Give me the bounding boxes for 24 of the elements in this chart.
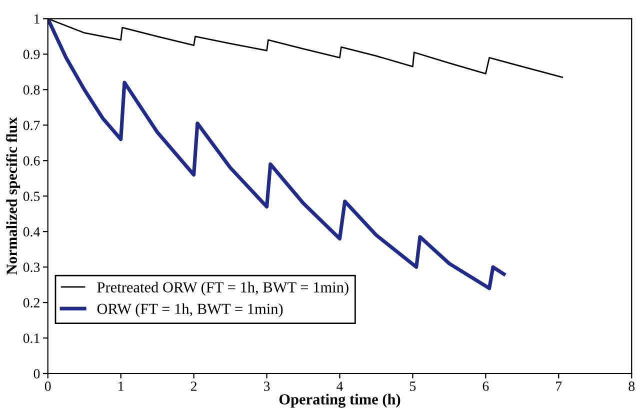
- x-tick-label: 6: [482, 382, 489, 391]
- x-tick-label: 0: [44, 382, 51, 391]
- x-axis-title: Operating time (h): [279, 394, 400, 408]
- x-tick-label: 5: [410, 382, 416, 391]
- y-tick-label: 0.4: [23, 227, 40, 237]
- x-tick-label: 2: [190, 382, 196, 391]
- x-tick-label: 4: [336, 382, 343, 391]
- x-tick-label: 7: [556, 382, 562, 391]
- y-tick-label: 0.6: [23, 156, 40, 166]
- y-tick-label: 0.9: [23, 50, 40, 60]
- x-tick-label: 8: [628, 382, 635, 391]
- x-tick-label: 3: [264, 382, 270, 391]
- y-tick-label: 0.7: [23, 120, 40, 130]
- y-tick-label: 0.5: [23, 192, 40, 202]
- y-tick-label: 0: [34, 369, 40, 378]
- y-axis-title: Normalized specific flux: [6, 117, 20, 275]
- y-tick-label: 0.1: [23, 334, 40, 344]
- y-tick-label: 0.2: [23, 298, 40, 308]
- y-tick-label: 0.3: [23, 262, 40, 272]
- legend-label: ORW (FT = 1h, BWT = 1min): [97, 303, 283, 318]
- y-tick-label: 1: [34, 14, 40, 24]
- y-tick-label: 0.8: [23, 85, 40, 95]
- x-tick-label: 1: [118, 382, 124, 391]
- legend-label: Pretreated ORW (FT = 1h, BWT = 1min): [97, 282, 348, 296]
